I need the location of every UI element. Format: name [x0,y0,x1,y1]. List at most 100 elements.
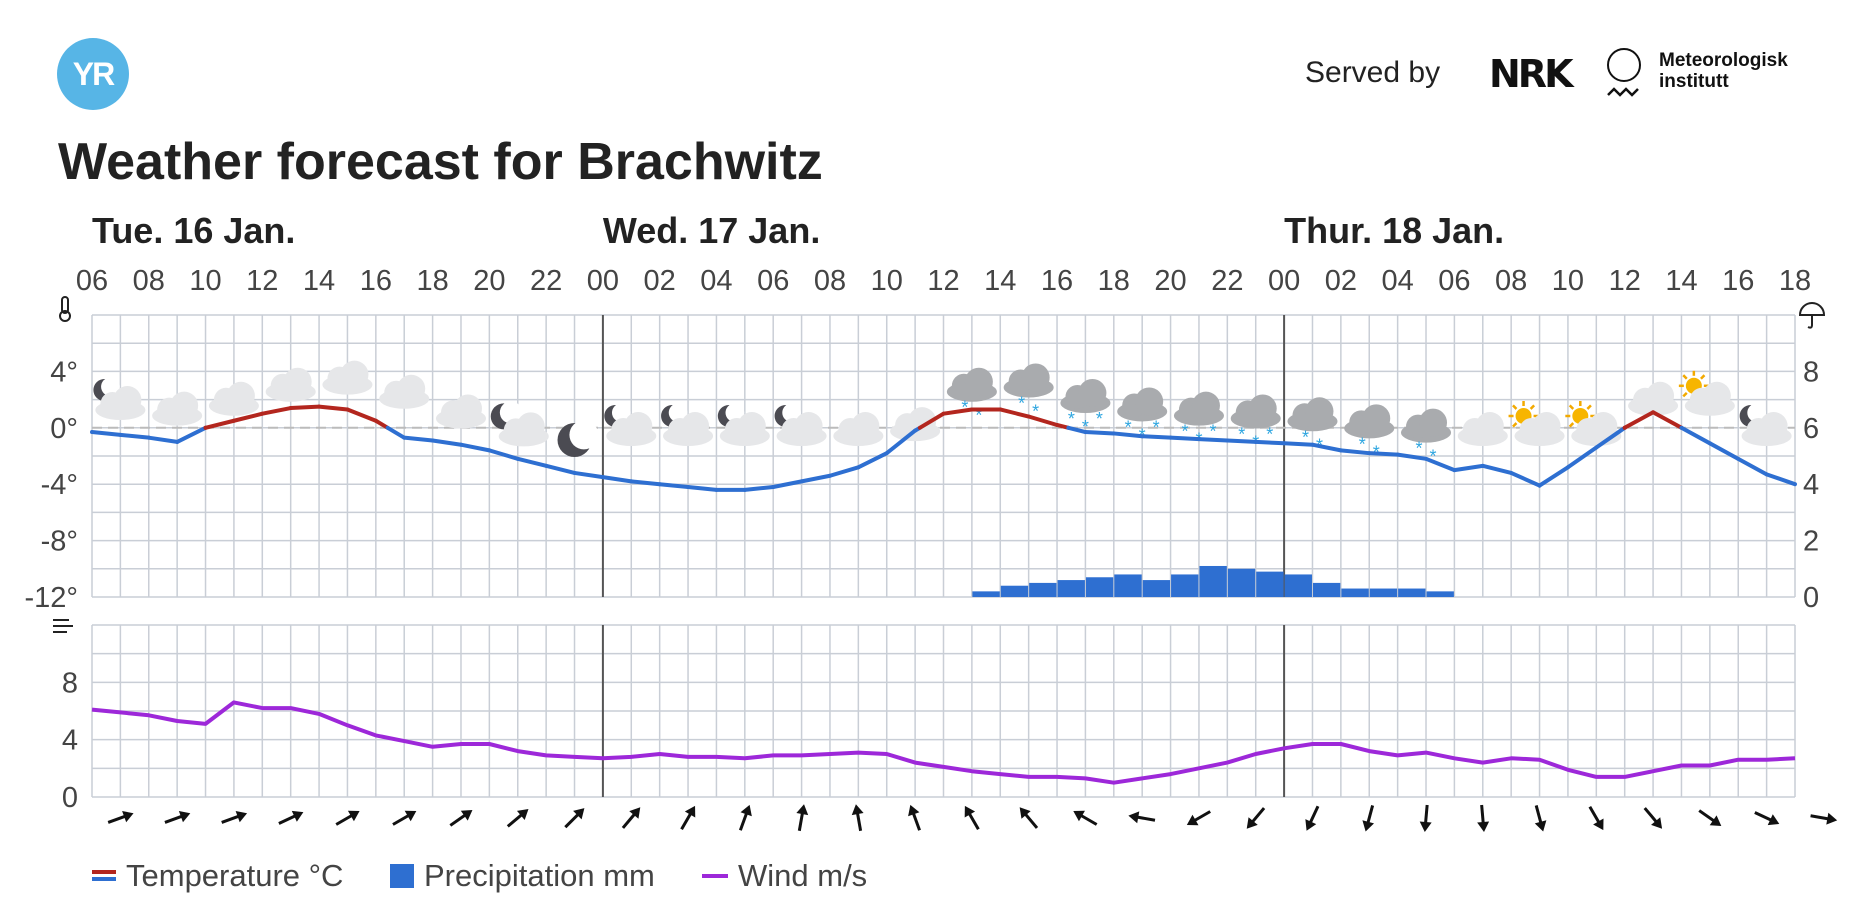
temperature-line-segment [1282,441,1315,447]
wind-direction-arrow-icon [621,807,641,829]
legend-wind-label: Wind m/s [738,858,868,893]
wind-direction-arrow-icon [1186,810,1211,826]
temperature-line-segment [90,430,123,437]
svg-text:*: * [961,398,968,418]
precip-tick-label: 4 [1803,469,1819,501]
wave-icon [1607,87,1639,97]
cloudy-icon [833,412,884,446]
wind-direction-arrow-icon [738,804,752,831]
temperature-line-segment [1338,448,1372,456]
wind-direction-arrow-icon [107,810,134,824]
svg-text:*: * [1359,434,1366,454]
hour-label: 06 [76,265,108,297]
day-label-2: Thur. 18 Jan. [1284,210,1504,251]
wind-direction-arrow-icon [278,810,304,825]
wind-direction-arrow-icon [964,805,980,831]
temperature-line-segment [146,435,180,444]
precip-bar [972,591,1000,597]
hour-label: 14 [1665,265,1697,297]
hour-label: 20 [473,265,505,297]
temperature-line-segment [515,456,549,468]
precip-tick-label: 8 [1803,356,1819,388]
precip-bar [1398,588,1426,597]
hour-label: 08 [133,265,165,297]
temperature-line-segment [1679,425,1712,446]
hour-label: 02 [644,265,676,297]
wind-direction-arrow-icon [449,809,473,827]
hour-label: 12 [927,265,959,297]
snow-icon: *** [1173,391,1224,450]
legend-temperature: Temperature °C [92,858,343,894]
met-institute-logo: Meteorologisk institutt [1607,46,1807,102]
hour-label: 10 [189,265,221,297]
wind-direction-arrow-icon [1534,805,1547,832]
svg-text:*: * [1096,409,1103,429]
temperature-line-segment [118,432,151,440]
temperature-line-segment [1565,445,1599,470]
svg-text:*: * [1209,422,1216,442]
hour-label: 08 [814,265,846,297]
light-snow-icon: ** [1401,408,1452,467]
temperature-line-segment [1622,410,1656,430]
snow-icon: *** [1117,387,1168,445]
temperature-line-segment [1253,439,1287,446]
clear-night-icon [557,420,599,457]
wind-direction-arrow-icon [1019,807,1039,829]
svg-text:*: * [1018,393,1025,413]
thermometer-icon [59,296,71,322]
met-line-1: Meteorologisk [1659,50,1788,71]
cloudy-icon [208,381,259,416]
night-cloudy-icon [93,377,146,421]
hour-label: 10 [1552,265,1584,297]
wind-direction-arrow-icon [221,810,248,824]
hour-label: 12 [246,265,278,297]
wind-direction-arrow-icon [164,810,191,824]
wind-direction-arrow-icon [1588,805,1604,831]
night-cloudy-icon [661,403,714,446]
temperature-line-segment [487,448,520,461]
wind-direction-arrow-icon [680,805,696,831]
hour-label: 16 [360,265,392,297]
hour-label: 16 [1041,265,1073,297]
svg-text:*: * [1430,447,1437,467]
temperature-line-segment [317,404,350,412]
wind-line [91,700,1796,785]
temp-tick-label: 0° [50,413,78,445]
precip-bar [1369,588,1398,597]
precip-bar [1085,577,1114,597]
snow-icon: *** [1230,394,1281,452]
wind-tick-label: 0 [62,782,78,814]
nrk-logo: NRK [1489,52,1573,96]
hour-label: 00 [587,265,619,297]
temperature-line-segment [1026,414,1060,427]
sun-cloudy-icon [1565,401,1622,446]
temperature-line-segment [1764,472,1797,487]
temperature-line-segment [1225,438,1258,444]
wind-direction-arrow-icon [908,804,921,831]
temperature-line-segment [402,435,435,443]
precip-tick-label: 2 [1803,526,1819,558]
precipitation-swatch-icon [390,864,414,888]
temperature-line-segment [260,406,293,416]
legend-wind: Wind m/s [702,858,867,894]
temperature-line-segment [742,485,776,492]
cloudy-icon [265,367,316,402]
temperature-line-segment [1594,425,1627,450]
precip-bar [1426,591,1454,597]
temperature-line-segment [430,438,463,447]
temperature-line-segment [1424,456,1457,473]
temperature-line-segment [1083,430,1116,436]
temperature-line-segment [203,418,236,430]
temperature-line-segment [1651,410,1684,430]
temperature-line-segment [884,428,918,456]
precip-bar [1284,574,1312,597]
temperature-line-segment [1707,441,1741,461]
temperature-line-segment [1140,434,1173,440]
hour-label: 16 [1722,265,1754,297]
cloudy-icon [1628,381,1679,416]
met-institute-name: Meteorologisk institutt [1659,50,1788,92]
temperature-line-segment [1736,456,1769,477]
hour-label: 18 [1098,265,1130,297]
temperature-line-segment [799,473,832,484]
temperature-line-segment [686,485,719,492]
